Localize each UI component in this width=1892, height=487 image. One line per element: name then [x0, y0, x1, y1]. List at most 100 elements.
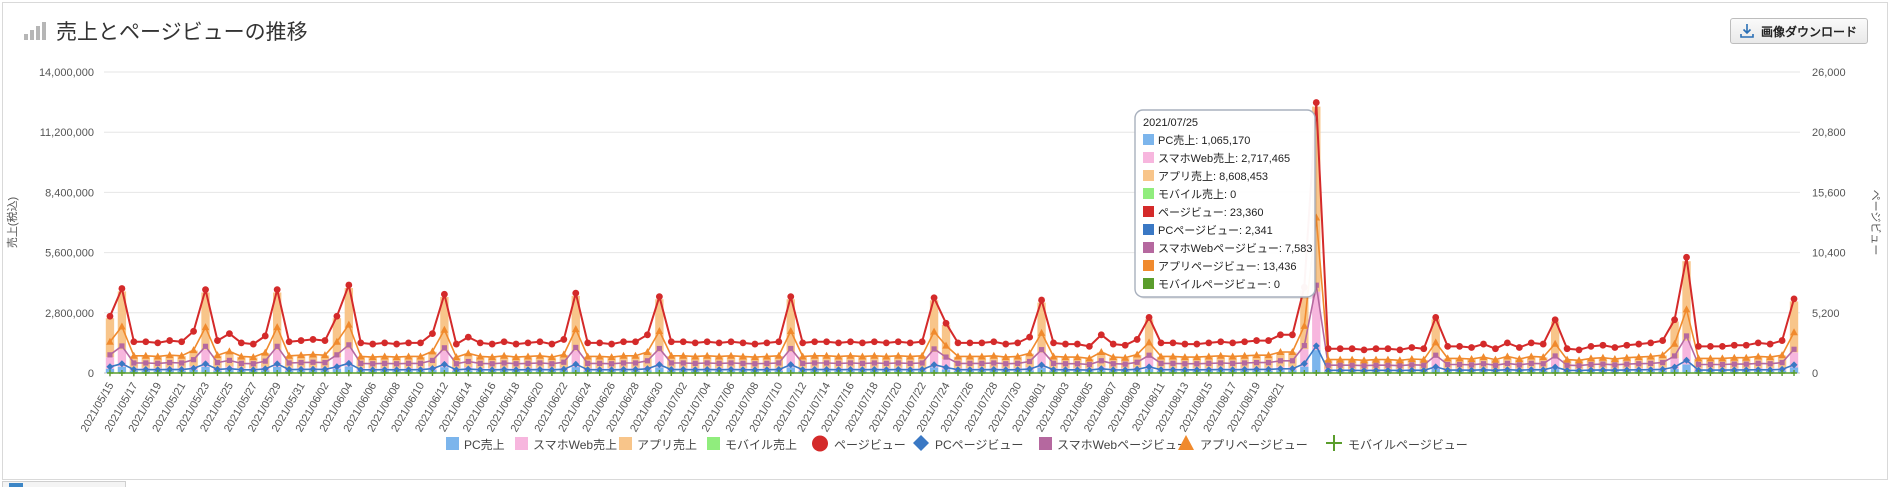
mobile-pv-point: [1587, 370, 1594, 376]
sp-web-pv-point: [167, 360, 173, 366]
tooltip-row: PCページビュー: 2,341: [1158, 224, 1273, 237]
app-sales-bar: [117, 291, 127, 350]
pc-pv-point: [1288, 365, 1296, 373]
legend-item[interactable]: スマホWebページビュー: [1039, 437, 1189, 452]
pc-pv-point: [142, 366, 150, 374]
sp-web-pv-point: [823, 360, 830, 366]
legend-item[interactable]: モバイル売上: [707, 437, 797, 452]
pc-pv-point: [1157, 366, 1165, 374]
tooltip-row: モバイルページビュー: 0: [1158, 278, 1280, 291]
page-views-point: [297, 337, 305, 344]
mobile-pv-point: [1217, 370, 1224, 376]
app-pv-point: [1240, 351, 1249, 359]
sp-web-pv-point: [1492, 362, 1499, 368]
sp-web-pv-point: [394, 361, 400, 367]
pc-sales-bar: [1312, 350, 1321, 373]
sp-web-sales-bar: [1037, 352, 1046, 368]
bottom-tab[interactable]: [2, 481, 126, 487]
mobile-pv-point: [931, 370, 938, 376]
legend-item[interactable]: アプリページビュー: [1178, 435, 1308, 452]
app-pv-point: [130, 351, 138, 359]
legend-item[interactable]: アプリ売上: [619, 437, 697, 452]
tooltip-swatch: [1143, 188, 1154, 199]
mobile-pv-point: [1169, 370, 1176, 376]
y-right-tick-label: 26,000: [1812, 67, 1846, 79]
app-pv-point: [1276, 347, 1285, 355]
mobile-pv-point: [166, 370, 173, 376]
tooltip-swatch: [1143, 134, 1154, 145]
legend-item[interactable]: スマホWeb売上: [515, 437, 617, 452]
mobile-pv-point: [381, 370, 388, 376]
app-pv-point: [1491, 355, 1500, 363]
sp-web-pv-point: [1600, 361, 1606, 367]
app-pv-point: [440, 325, 449, 333]
tooltip-box: [1134, 109, 1316, 298]
page-views-point: [464, 333, 472, 341]
sp-web-pv-point: [644, 358, 651, 364]
pc-sales-bar: [273, 366, 282, 373]
sp-web-pv-point: [979, 360, 985, 366]
page-views-point: [405, 339, 412, 347]
app-pv-point: [1634, 353, 1643, 361]
sp-web-pv-point: [1218, 360, 1224, 366]
app-pv-point: [1646, 352, 1655, 360]
page-views-point: [775, 338, 783, 346]
mobile-pv-point: [238, 370, 245, 376]
tooltip-swatch: [1143, 206, 1154, 217]
mobile-pv-point: [357, 370, 364, 376]
app-pv-point: [1718, 354, 1727, 362]
sp-web-pv-point: [286, 360, 292, 366]
app-pv-point: [428, 347, 437, 355]
app-pv-point: [1204, 352, 1213, 360]
app-sales-bar: [571, 295, 580, 351]
legend-label: ページビュー: [834, 438, 906, 452]
sp-web-pv-point: [1564, 362, 1570, 368]
app-pv-point: [1025, 349, 1034, 357]
app-pv-point: [966, 352, 974, 360]
page-views-point: [1348, 345, 1356, 353]
sp-web-pv-point: [704, 360, 710, 366]
app-pv-point: [1694, 354, 1703, 362]
page-views-point: [106, 312, 114, 320]
mobile-pv-point: [262, 370, 269, 376]
sp-web-pv-point: [1206, 360, 1212, 366]
sp-web-sales-bar: [929, 352, 939, 368]
mobile-pv-point: [943, 370, 950, 376]
page-views-point: [560, 336, 568, 343]
legend-label: PC売上: [464, 437, 505, 452]
app-pv-point: [691, 352, 700, 360]
mobile-pv-point: [966, 370, 973, 376]
legend-item[interactable]: ページビュー: [812, 435, 906, 453]
sp-web-pv-point: [943, 354, 949, 360]
legend-swatch: [446, 437, 459, 450]
legend-item[interactable]: モバイルページビュー: [1326, 435, 1468, 452]
page-views-point: [1659, 337, 1667, 344]
mobile-pv-point: [333, 370, 340, 376]
sp-web-pv-point: [1038, 347, 1045, 353]
mobile-pv-point: [513, 370, 520, 376]
legend-label: モバイル売上: [725, 437, 797, 452]
legend-item[interactable]: PCページビュー: [913, 435, 1023, 452]
mobile-pv-point: [1098, 370, 1105, 376]
mobile-pv-point: [310, 370, 317, 376]
app-pv-point: [858, 352, 867, 360]
app-pv-point: [1133, 350, 1141, 358]
sp-web-pv-point: [859, 360, 866, 366]
sp-web-pv-point: [1086, 361, 1092, 368]
legend-label: モバイルページビュー: [1348, 438, 1468, 452]
y-left-axis-title: 売上(税込): [5, 197, 19, 248]
pc-pv-point: [560, 365, 568, 373]
page-views-point: [1730, 341, 1738, 349]
app-pv-point: [930, 327, 938, 335]
image-download-button[interactable]: 画像ダウンロード: [1729, 18, 1868, 44]
page-views-point: [632, 338, 639, 346]
page-views-point: [572, 289, 580, 297]
page-views-point: [978, 339, 986, 347]
legend-item[interactable]: PC売上: [446, 437, 505, 452]
page-views-point: [261, 332, 269, 340]
mobile-pv-point: [1325, 370, 1332, 376]
mobile-pv-point: [477, 370, 484, 376]
mobile-pv-point: [1229, 370, 1236, 376]
app-pv-point: [775, 351, 783, 359]
